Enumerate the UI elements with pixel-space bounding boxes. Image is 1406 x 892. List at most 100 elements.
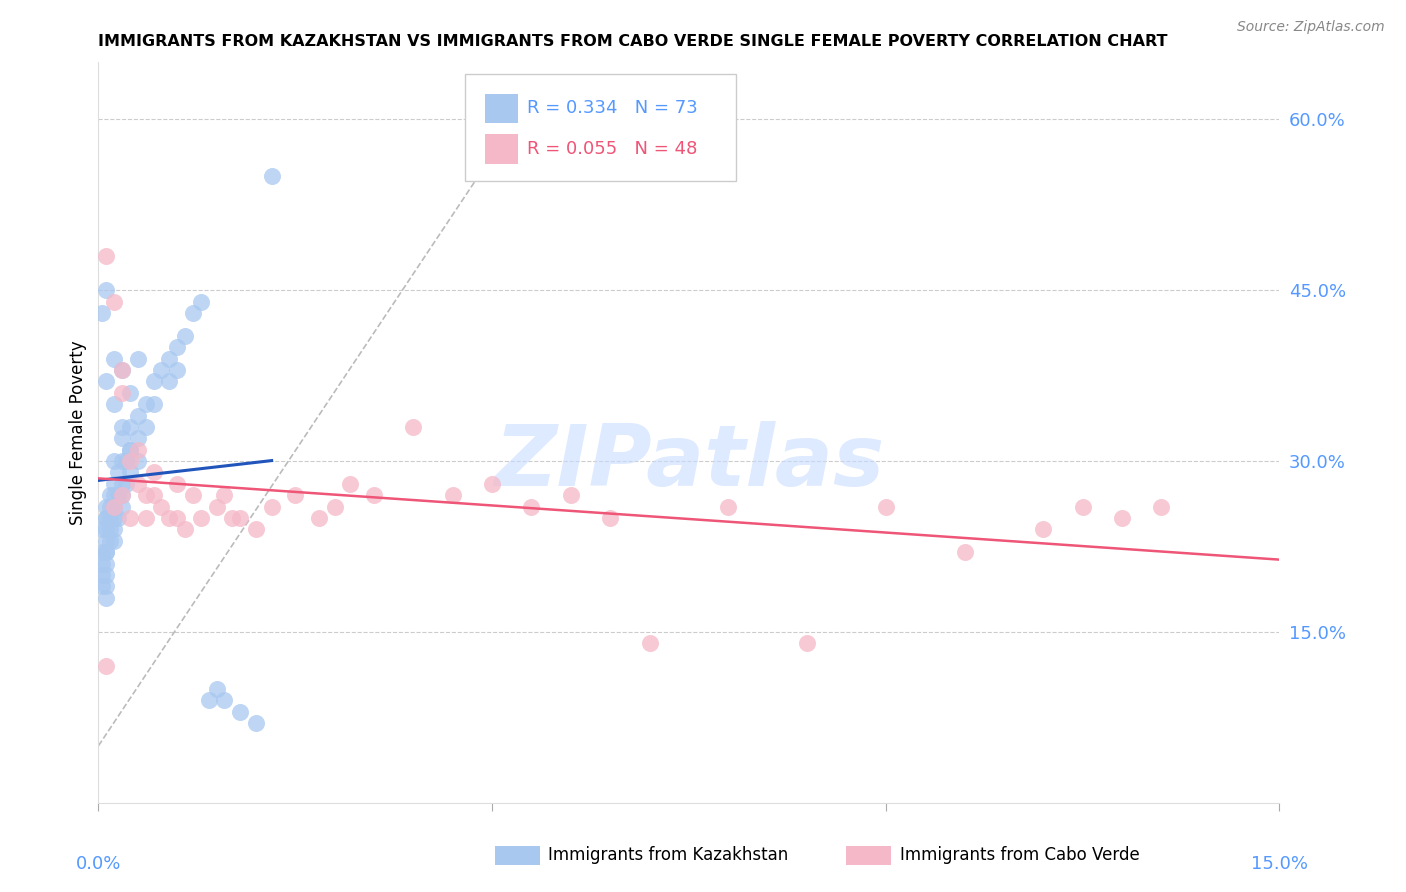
Point: [166, 340, 188, 354]
Point: [135, 488, 157, 502]
Text: Source: ZipAtlas.com: Source: ZipAtlas.com: [1237, 20, 1385, 34]
Point: [205, 681, 228, 696]
Point: [107, 466, 129, 480]
Point: [96, 375, 118, 389]
Point: [135, 420, 157, 434]
Point: [103, 476, 125, 491]
Point: [127, 431, 149, 445]
Point: [441, 488, 464, 502]
Point: [111, 431, 134, 445]
Point: [142, 375, 165, 389]
Point: [111, 363, 134, 377]
Point: [190, 294, 212, 309]
Point: [103, 454, 125, 468]
Point: [150, 500, 173, 514]
Point: [166, 476, 188, 491]
Point: [96, 511, 118, 525]
Point: [103, 533, 125, 548]
Point: [96, 579, 118, 593]
Text: 15.0%: 15.0%: [1251, 855, 1308, 872]
Point: [96, 568, 118, 582]
Point: [214, 488, 236, 502]
Point: [166, 511, 188, 525]
Point: [91, 557, 114, 571]
Point: [157, 351, 180, 366]
Point: [118, 466, 141, 480]
Point: [181, 488, 204, 502]
Point: [111, 420, 134, 434]
Point: [111, 385, 134, 400]
Point: [118, 420, 141, 434]
Point: [520, 500, 543, 514]
Point: [96, 659, 118, 673]
Point: [96, 523, 118, 537]
Point: [96, 533, 118, 548]
Point: [96, 511, 118, 525]
Point: [599, 511, 621, 525]
Point: [717, 500, 740, 514]
Text: Immigrants from Cabo Verde: Immigrants from Cabo Verde: [900, 846, 1140, 863]
Point: [142, 488, 165, 502]
Point: [284, 488, 307, 502]
Point: [118, 454, 141, 468]
Point: [103, 511, 125, 525]
Point: [402, 420, 425, 434]
Point: [107, 511, 129, 525]
Point: [118, 511, 141, 525]
Point: [1071, 500, 1094, 514]
Point: [111, 454, 134, 468]
Point: [796, 636, 818, 650]
Point: [98, 488, 121, 502]
Point: [229, 705, 252, 719]
Text: 0.0%: 0.0%: [76, 855, 121, 872]
Point: [96, 283, 118, 297]
Point: [560, 488, 582, 502]
Point: [174, 523, 197, 537]
Point: [91, 579, 114, 593]
Point: [127, 409, 149, 423]
Point: [221, 511, 243, 525]
Point: [174, 328, 197, 343]
Point: [96, 545, 118, 559]
Point: [1150, 500, 1173, 514]
Point: [214, 693, 236, 707]
Point: [118, 385, 141, 400]
Point: [98, 511, 121, 525]
FancyBboxPatch shape: [485, 94, 517, 123]
Point: [142, 466, 165, 480]
Point: [96, 249, 118, 263]
Text: Immigrants from Kazakhstan: Immigrants from Kazakhstan: [548, 846, 789, 863]
Point: [260, 500, 283, 514]
Point: [135, 511, 157, 525]
Point: [107, 488, 129, 502]
Point: [98, 533, 121, 548]
Point: [181, 306, 204, 320]
Point: [111, 363, 134, 377]
Point: [127, 454, 149, 468]
Point: [157, 511, 180, 525]
Point: [245, 716, 267, 731]
Point: [111, 488, 134, 502]
Point: [103, 488, 125, 502]
Text: R = 0.055   N = 48: R = 0.055 N = 48: [527, 140, 697, 158]
Text: ZIPatlas: ZIPatlas: [494, 421, 884, 504]
Point: [98, 500, 121, 514]
Point: [96, 500, 118, 514]
Point: [103, 500, 125, 514]
Point: [96, 591, 118, 605]
Point: [115, 476, 138, 491]
Point: [115, 454, 138, 468]
Point: [127, 476, 149, 491]
Point: [103, 523, 125, 537]
FancyBboxPatch shape: [485, 135, 517, 164]
Point: [308, 511, 330, 525]
Point: [481, 476, 503, 491]
Point: [127, 351, 149, 366]
Point: [118, 442, 141, 457]
Point: [142, 397, 165, 411]
Point: [245, 523, 267, 537]
Point: [118, 442, 141, 457]
Point: [1032, 523, 1054, 537]
FancyBboxPatch shape: [464, 73, 737, 181]
Point: [103, 397, 125, 411]
